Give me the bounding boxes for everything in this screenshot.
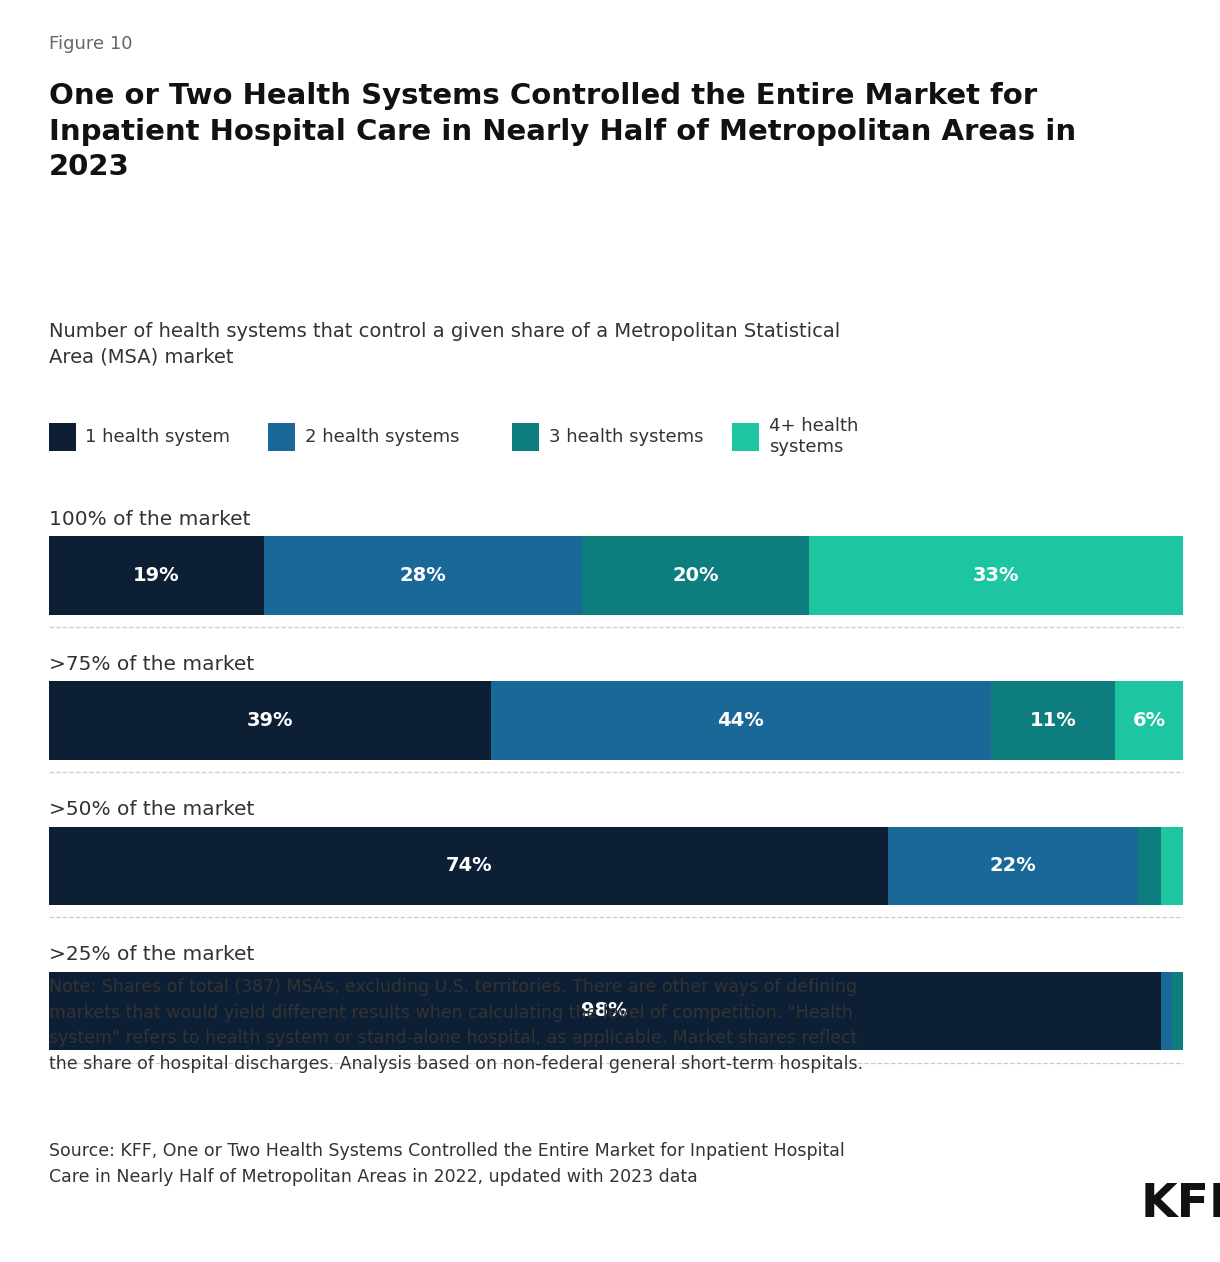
Text: >50% of the market: >50% of the market bbox=[49, 800, 254, 819]
Text: Note: Shares of total (387) MSAs, excluding U.S. territories. There are other wa: Note: Shares of total (387) MSAs, exclud… bbox=[49, 978, 863, 1073]
Bar bbox=[582, 536, 809, 615]
Text: 22%: 22% bbox=[989, 856, 1037, 876]
Bar bbox=[49, 423, 76, 451]
Text: 39%: 39% bbox=[246, 711, 293, 731]
Bar bbox=[1160, 827, 1183, 905]
Bar bbox=[1160, 972, 1172, 1050]
Text: 1 health system: 1 health system bbox=[85, 428, 231, 445]
Bar bbox=[492, 681, 991, 760]
Bar bbox=[1115, 681, 1183, 760]
Bar bbox=[265, 536, 582, 615]
Bar bbox=[49, 972, 1160, 1050]
Bar bbox=[49, 536, 265, 615]
Text: One or Two Health Systems Controlled the Entire Market for
Inpatient Hospital Ca: One or Two Health Systems Controlled the… bbox=[49, 82, 1076, 182]
Text: KFF: KFF bbox=[1141, 1181, 1220, 1227]
Text: 33%: 33% bbox=[972, 565, 1020, 586]
Bar bbox=[512, 423, 539, 451]
Text: >25% of the market: >25% of the market bbox=[49, 945, 254, 964]
Text: 3 health systems: 3 health systems bbox=[549, 428, 704, 445]
Text: 100% of the market: 100% of the market bbox=[49, 510, 250, 529]
Bar bbox=[1172, 972, 1183, 1050]
Text: 98%: 98% bbox=[582, 1001, 628, 1021]
Text: 6%: 6% bbox=[1133, 711, 1166, 731]
Bar bbox=[49, 827, 888, 905]
Text: 44%: 44% bbox=[717, 711, 764, 731]
Bar bbox=[991, 681, 1115, 760]
Bar bbox=[1138, 827, 1160, 905]
Text: 19%: 19% bbox=[133, 565, 179, 586]
Bar bbox=[268, 423, 295, 451]
Text: >75% of the market: >75% of the market bbox=[49, 655, 254, 674]
Text: 74%: 74% bbox=[445, 856, 492, 876]
Text: 28%: 28% bbox=[400, 565, 447, 586]
Text: 20%: 20% bbox=[672, 565, 719, 586]
Text: Source: KFF, One or Two Health Systems Controlled the Entire Market for Inpatien: Source: KFF, One or Two Health Systems C… bbox=[49, 1142, 844, 1186]
Text: 4+ health
systems: 4+ health systems bbox=[769, 418, 858, 456]
Bar bbox=[732, 423, 759, 451]
Text: 2 health systems: 2 health systems bbox=[305, 428, 460, 445]
Bar bbox=[888, 827, 1138, 905]
Bar bbox=[809, 536, 1183, 615]
Text: Figure 10: Figure 10 bbox=[49, 35, 132, 53]
Text: Number of health systems that control a given share of a Metropolitan Statistica: Number of health systems that control a … bbox=[49, 322, 841, 366]
Bar bbox=[49, 681, 492, 760]
Text: 11%: 11% bbox=[1030, 711, 1076, 731]
